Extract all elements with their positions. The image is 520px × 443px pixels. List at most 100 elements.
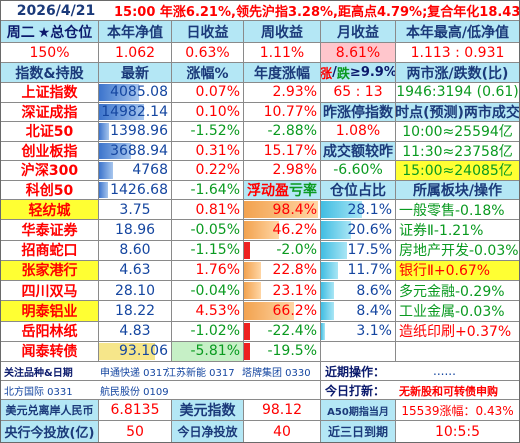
today-net-label: 今日净投放: [172, 421, 244, 442]
index-name[interactable]: 北证50: [1, 122, 99, 141]
index-row: 北证50 1398.96 -1.52% -2.88% 1.08% 10:00≈25594亿: [1, 122, 519, 142]
index-latest-text: 1398.96: [110, 123, 168, 140]
holding-name[interactable]: 闻泰转债: [1, 341, 99, 361]
market-info: 11:30≈23758亿: [402, 143, 513, 160]
summary-text: 15:00 年涨6.21%,领先沪指3.28%,距高点4.79%;复合年化18.…: [114, 5, 519, 20]
weekday-label: 周二: [6, 24, 35, 41]
holding-row: 岳阳林纸 4.83 -1.02% -22.4% 3.1% 造纸印刷+0.37%: [1, 321, 519, 342]
sector-op: 房地产开发-0.03%: [399, 243, 519, 260]
index-name[interactable]: 上证指数: [1, 83, 99, 102]
float-pl-text: -19.5%: [267, 343, 317, 360]
index-change: 0.07%: [172, 83, 244, 102]
index-name[interactable]: 沪深300: [1, 161, 99, 180]
float-pl-header: 浮动盈亏率: [244, 180, 321, 199]
float-pl: -19.5%: [244, 341, 321, 361]
float-pl-bar: [244, 282, 262, 300]
index-name[interactable]: 科创50: [1, 180, 99, 199]
sector-op: 工业金属-0.03%: [399, 303, 505, 320]
today-ipo-line: 今日打新： 无新股和可转债申购: [321, 381, 519, 399]
holding-row: 轻纺城 3.75 0.81% 98.4% 28.1% 一般零售-0.18%: [1, 200, 519, 221]
position-weight-text: 11.7%: [347, 262, 392, 279]
holding-name[interactable]: 岳阳林纸: [1, 321, 99, 341]
index-year-change: 2.93%: [244, 83, 321, 102]
float-pl: 23.1%: [244, 281, 321, 301]
index-latest-text: 4085.08: [110, 84, 168, 101]
position-weight: 28.1%: [321, 200, 396, 220]
holding-name[interactable]: 四川双马: [1, 281, 99, 301]
index-year-change: 15.17%: [244, 141, 321, 160]
float-pl-text: -2.0%: [276, 242, 317, 259]
holding-latest: 4.83: [99, 321, 172, 341]
focus-item[interactable]: 航民股份 0109: [100, 387, 169, 398]
index-header-row: 指数&持股 最新 涨幅% 年度涨幅 涨/跌≥9.9% 两市涨/跌数(比): [1, 63, 519, 83]
float-pl-text: 66.2%: [272, 302, 317, 319]
position-weight-text: 8.4%: [356, 302, 392, 319]
position-weight: [321, 341, 396, 361]
focus-item[interactable]: 申通快递 0317: [100, 367, 169, 379]
usd-cnh-label: 美元兑离岸人民币: [1, 400, 99, 420]
holding-name[interactable]: 招商蛇口: [1, 240, 99, 260]
limit-info: 成交额较昨: [321, 141, 396, 160]
float-pl: 22.8%: [244, 260, 321, 280]
float-pl-bar: [244, 342, 250, 360]
index-row: 沪深300 4768 0.22% 2.98% -6.60% 15:00≈24085亿: [1, 161, 519, 181]
limit-down-label: 跌: [336, 67, 350, 82]
week-return-value: 1.11%: [244, 43, 321, 62]
limit-threshold: ≥9.9%: [349, 65, 396, 80]
limit-info: 65 : 13: [321, 83, 396, 102]
nav-value: 1.062: [99, 43, 172, 62]
recent-ops-value: ......: [433, 364, 456, 378]
market-info: 15:00≈24085亿: [396, 161, 519, 180]
title-row: 2026/4/21 15:00 年涨6.21%,领先沪指3.28%,距高点4.7…: [1, 1, 519, 21]
holding-row: 张家港行 4.63 1.76% 22.8% 11.7% 银行Ⅱ+0.67%: [1, 260, 519, 281]
float-pl: -22.4%: [244, 321, 321, 341]
holding-name[interactable]: 华泰证券: [1, 220, 99, 240]
position-weight-bar: [321, 241, 347, 259]
holding-change: 0.81%: [172, 200, 244, 220]
a50-label: A50期指当月: [321, 400, 396, 420]
holding-name[interactable]: 张家港行: [1, 260, 99, 280]
position-weight-text: 8.6%: [356, 282, 392, 299]
float-pl-text: 22.8%: [272, 262, 317, 279]
focus-item[interactable]: 江苏新能 0317: [166, 367, 235, 379]
recent-ops-line: 近期操作： ......: [321, 362, 519, 381]
float-pl-label-a: 浮动: [247, 182, 275, 199]
float-pl-bar: [244, 241, 250, 259]
focus-block: 关注品种&日期 申通快递 0317 江苏新能 0317 塔牌集团 0330 北方…: [1, 362, 321, 399]
high-low-value: 1.113 : 0.931: [410, 44, 505, 61]
index-year-change: -2.88%: [244, 122, 321, 141]
holding-name[interactable]: 明泰铝业: [1, 301, 99, 321]
index-year-change: 2.98%: [244, 161, 321, 180]
month-return-value: 8.61%: [321, 43, 396, 62]
focus-label: 关注品种&日期: [4, 367, 73, 379]
position-weight-bar: [321, 261, 339, 279]
total-position-label: ★总仓位: [37, 24, 93, 41]
day-return-value: 0.63%: [172, 43, 244, 62]
limit-count-header: 涨/跌≥9.9%: [321, 63, 396, 82]
sector-op: 造纸印刷+0.37%: [399, 324, 512, 341]
index-name[interactable]: 创业板指: [1, 141, 99, 160]
sector-op: 多元金融-0.29%: [399, 283, 505, 300]
focus-item[interactable]: 北方国际 0331: [4, 387, 73, 398]
holding-name[interactable]: 轻纺城: [1, 200, 99, 220]
holding-latest: 18.22: [99, 301, 172, 321]
float-pl-bar: [244, 261, 262, 279]
today-ipo-value: 无新股和可转债申购: [399, 384, 498, 398]
a50-value: 15539涨幅：0.43%: [401, 403, 514, 418]
focus-item[interactable]: 塔牌集团 0330: [242, 367, 311, 379]
holding-latest: 3.75: [99, 200, 172, 220]
float-pl-label-c: 亏率: [289, 182, 317, 199]
float-pl-label-b: 盈: [275, 182, 289, 199]
index-change: -1.64%: [172, 180, 244, 199]
market-info: 所属板块/操作: [396, 180, 519, 199]
index-year-change: 10.77%: [244, 102, 321, 121]
holding-row: 四川双马 28.10 -0.04% 23.1% 8.6% 多元金融-0.29%: [1, 281, 519, 302]
position-weight: 8.4%: [321, 301, 396, 321]
index-latest: 4085.08: [99, 83, 172, 102]
position-weight-bar: [321, 201, 363, 219]
index-name[interactable]: 深证成指: [1, 102, 99, 121]
sector-op: 证券Ⅱ-1.21%: [399, 222, 484, 239]
index-latest-bar: [99, 142, 132, 159]
holding-change: 1.76%: [172, 260, 244, 280]
